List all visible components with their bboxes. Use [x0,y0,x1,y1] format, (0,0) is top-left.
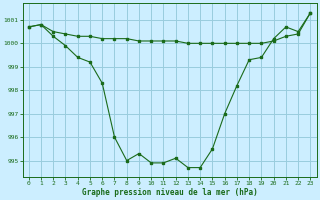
X-axis label: Graphe pression niveau de la mer (hPa): Graphe pression niveau de la mer (hPa) [82,188,258,197]
